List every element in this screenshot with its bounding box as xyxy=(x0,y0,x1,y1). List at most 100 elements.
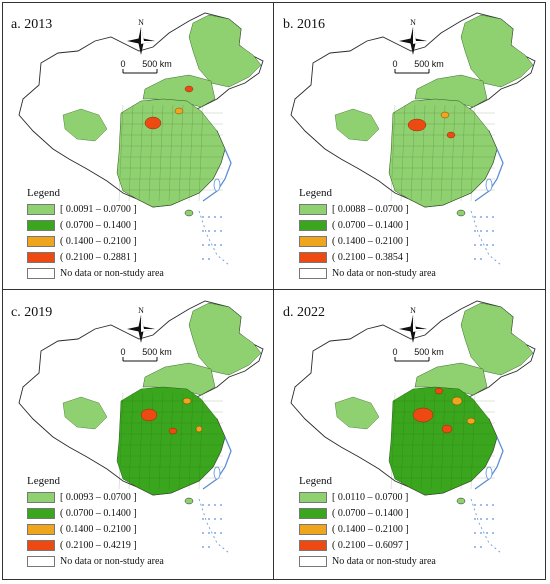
region-northeast xyxy=(460,14,534,88)
south-sea-island xyxy=(202,518,204,520)
maritime-boundary xyxy=(198,498,230,554)
prefecture-boundary xyxy=(450,392,456,490)
south-sea-island xyxy=(486,244,488,246)
legend-item: ( 0.0700 – 0.1400 ] xyxy=(299,506,459,521)
south-sea-island xyxy=(202,244,204,246)
prefecture-boundary xyxy=(450,104,456,202)
island-hainan xyxy=(456,209,466,217)
south-sea-island xyxy=(208,216,210,218)
compass-north-label: N xyxy=(138,18,144,27)
compass-icon xyxy=(413,315,416,329)
hotspot-region xyxy=(446,131,456,139)
scale-zero-label: 0 xyxy=(120,347,125,357)
maritime-boundary xyxy=(198,210,230,266)
prefecture-boundary xyxy=(430,392,436,490)
south-sea-island xyxy=(474,258,476,260)
legend-item: ( 0.0700 – 0.1400 ] xyxy=(27,506,187,521)
legend-title: Legend xyxy=(299,187,332,199)
south-sea-island xyxy=(480,532,482,534)
coastline xyxy=(202,436,232,490)
legend-swatch-class1 xyxy=(299,492,327,503)
prefecture-boundary xyxy=(188,392,194,490)
south-sea-island xyxy=(492,244,494,246)
legend-swatch-class4 xyxy=(27,252,55,263)
legend-swatch-class2 xyxy=(27,220,55,231)
south-sea-island xyxy=(474,518,476,520)
legend-label: [ 0.0091 – 0.0700 ] xyxy=(60,204,137,215)
hotspot-region xyxy=(441,424,453,434)
prefecture-boundary xyxy=(178,104,184,202)
south-sea-island xyxy=(492,216,494,218)
legend-label: ( 0.2100 – 0.3854 ] xyxy=(332,252,409,263)
legend-item: No data or non-study area xyxy=(299,554,459,569)
legend-item: No data or non-study area xyxy=(27,554,187,569)
island-taiwan xyxy=(213,178,221,192)
south-sea-island xyxy=(208,244,210,246)
south-sea-island xyxy=(480,546,482,548)
prefecture-boundary xyxy=(128,104,134,202)
legend-item: [ 0.0088 – 0.0700 ] xyxy=(299,202,459,217)
south-sea-island xyxy=(214,518,216,520)
compass-icon xyxy=(141,41,155,44)
prefecture-boundary xyxy=(138,392,144,490)
prefecture-boundary xyxy=(440,104,446,202)
south-sea-island xyxy=(486,230,488,232)
island-taiwan xyxy=(213,466,221,480)
legend-item: ( 0.1400 – 0.2100 ] xyxy=(27,234,187,249)
south-sea-island xyxy=(208,546,210,548)
maritime-boundary xyxy=(470,498,502,554)
legend-swatch-class2 xyxy=(27,508,55,519)
region-west-patch xyxy=(62,108,108,142)
panel-title: a. 2013 xyxy=(11,17,53,32)
legend-item: ( 0.2100 – 0.3854 ] xyxy=(299,250,459,265)
coastline xyxy=(202,148,232,202)
prefecture-boundary xyxy=(188,104,194,202)
hotspot-region xyxy=(184,85,194,93)
map-panel-2019: c. 2019 N 0 500 km Legend [ 0.0093 – 0.070… xyxy=(3,291,273,577)
south-sea-island xyxy=(474,546,476,548)
prefecture-boundary xyxy=(460,392,466,490)
legend-item: ( 0.1400 – 0.2100 ] xyxy=(299,522,459,537)
south-sea-island xyxy=(220,216,222,218)
south-sea-island xyxy=(220,244,222,246)
region-west-patch xyxy=(334,396,380,430)
legend-item: ( 0.1400 – 0.2100 ] xyxy=(299,234,459,249)
legend-swatch-class1 xyxy=(27,492,55,503)
legend: Legend [ 0.0088 – 0.0700 ] ( 0.0700 – 0.… xyxy=(299,187,459,282)
prefecture-boundary xyxy=(420,104,426,202)
hotspot-region xyxy=(168,427,178,435)
prefecture-boundary xyxy=(460,104,466,202)
prefecture-boundary xyxy=(198,104,204,202)
south-sea-island xyxy=(208,230,210,232)
panel-title: d. 2022 xyxy=(283,305,325,320)
legend-swatch-nodata xyxy=(299,556,327,567)
legend-label: ( 0.1400 – 0.2100 ] xyxy=(60,236,137,247)
legend-swatch-class1 xyxy=(299,204,327,215)
legend-title: Legend xyxy=(299,475,332,487)
hotspot-region xyxy=(451,396,463,406)
legend-swatch-class4 xyxy=(299,252,327,263)
legend: Legend [ 0.0093 – 0.0700 ] ( 0.0700 – 0.… xyxy=(27,475,187,570)
legend-swatch-class4 xyxy=(299,540,327,551)
south-sea-island xyxy=(220,518,222,520)
south-sea-island xyxy=(480,518,482,520)
compass-icon xyxy=(413,41,427,44)
map-panel-2022: d. 2022 N 0 500 km Legend [ 0.0110 – 0.070… xyxy=(275,291,545,577)
legend-swatch-class3 xyxy=(299,524,327,535)
south-sea-island xyxy=(492,518,494,520)
prefecture-boundary xyxy=(430,104,436,202)
south-sea-island xyxy=(480,230,482,232)
prefecture-boundary xyxy=(168,392,174,490)
prefecture-boundary xyxy=(158,104,164,202)
south-sea-island xyxy=(486,518,488,520)
legend-title: Legend xyxy=(27,187,60,199)
china-map: N 0 500 km xyxy=(290,300,536,554)
hotspot-region xyxy=(140,408,158,422)
legend-label: No data or non-study area xyxy=(332,556,436,567)
island-hainan xyxy=(456,497,466,505)
legend-swatch-class3 xyxy=(27,236,55,247)
figure-frame xyxy=(2,2,546,580)
region-west-patch xyxy=(62,396,108,430)
scale-zero-label: 0 xyxy=(120,59,125,69)
hotspot-region xyxy=(434,387,444,395)
